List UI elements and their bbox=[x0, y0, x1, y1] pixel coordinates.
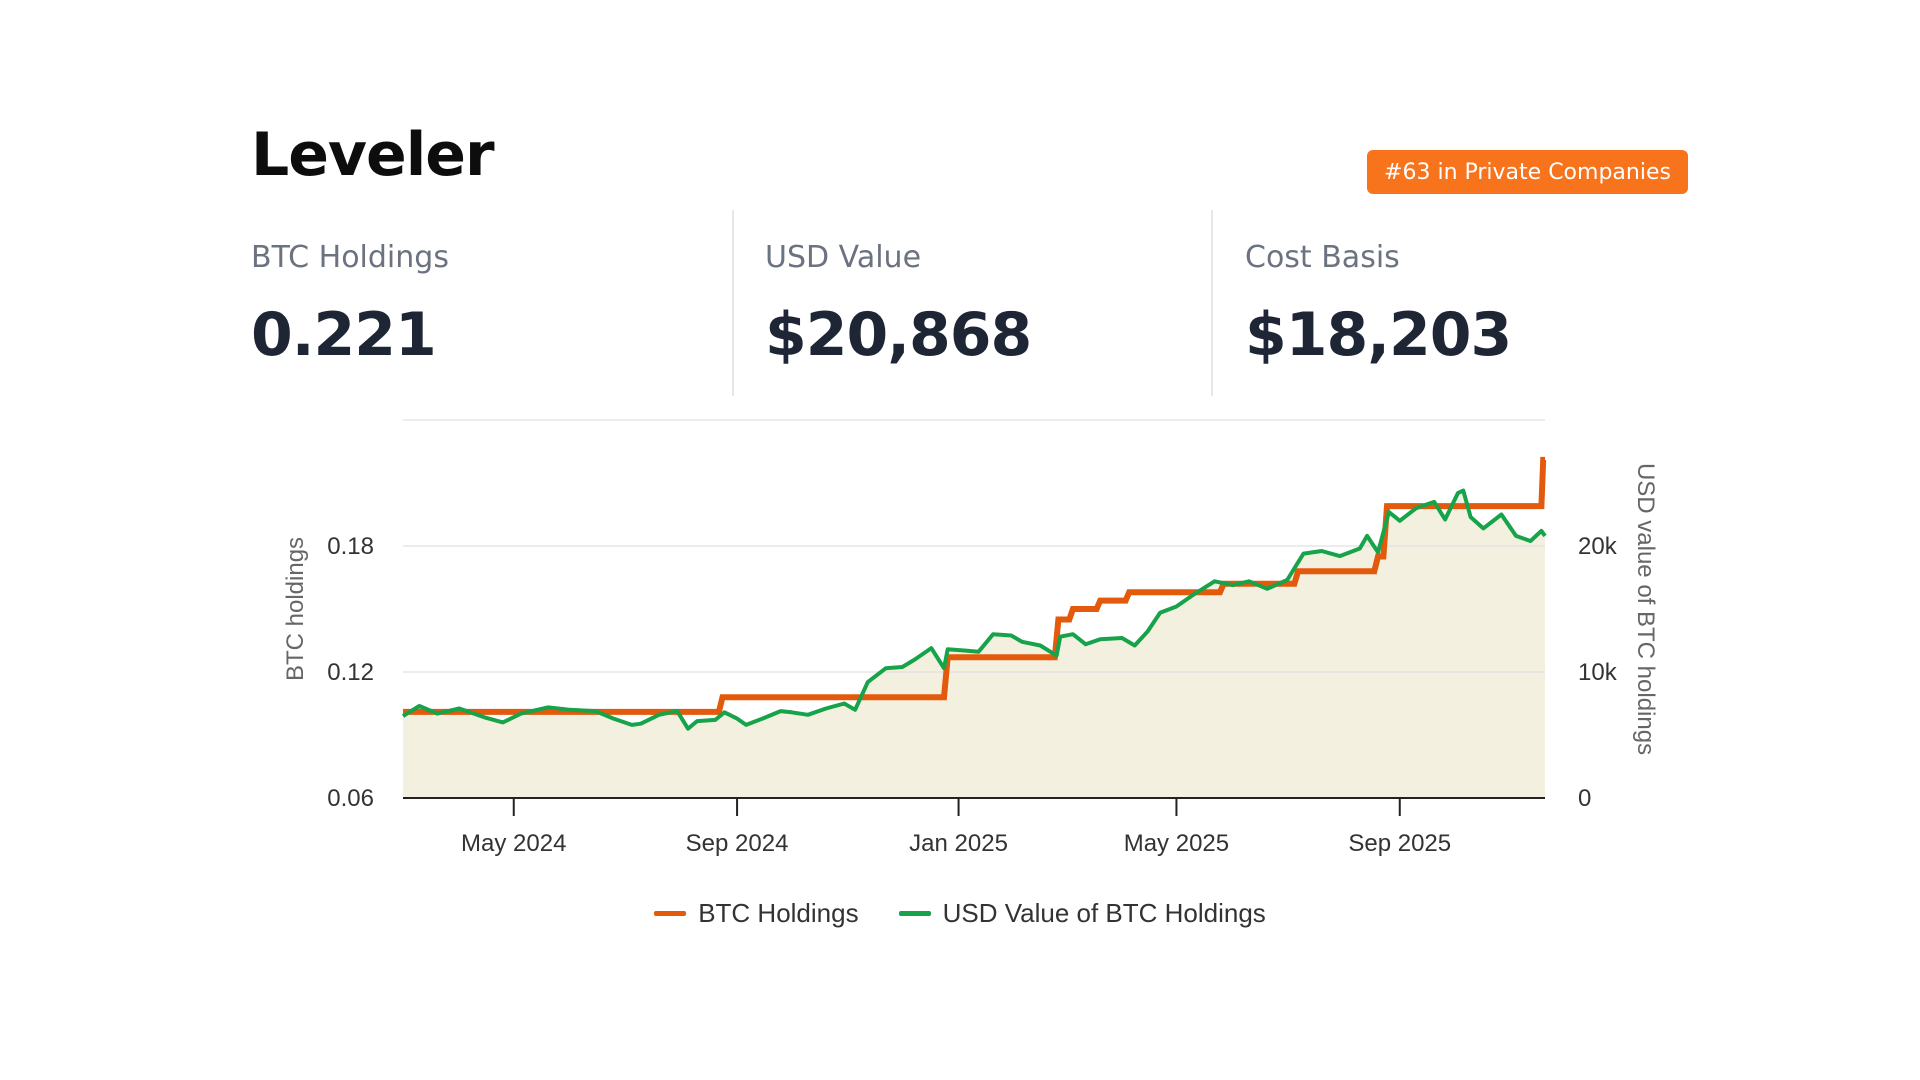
stat-value: 0.221 bbox=[251, 300, 437, 370]
stat-value: $20,868 bbox=[765, 300, 1032, 370]
x-tick-label: May 2025 bbox=[1124, 830, 1229, 857]
y2-tick-label: 20k bbox=[1578, 533, 1618, 560]
stat-label: BTC Holdings bbox=[251, 240, 449, 275]
legend-item-usd-value[interactable]: USD Value of BTC Holdings bbox=[898, 897, 1266, 929]
x-tick-label: Jan 2025 bbox=[909, 830, 1008, 857]
series-line-usd-value bbox=[401, 488, 1547, 731]
y-tick-label: 0.12 bbox=[327, 659, 374, 686]
y-tick-label: 0.18 bbox=[327, 533, 374, 560]
legend-label: BTC Holdings bbox=[698, 897, 859, 928]
chart-legend: BTC Holdings USD Value of BTC Holdings bbox=[0, 895, 1920, 931]
y-axis-title: BTC holdings bbox=[282, 537, 309, 681]
legend-item-btc-holdings[interactable]: BTC Holdings bbox=[654, 897, 859, 929]
y-tick-label: 0.06 bbox=[327, 785, 374, 812]
series-line-btc-holdings bbox=[403, 456, 1547, 715]
stat-label: Cost Basis bbox=[1245, 240, 1400, 275]
stat-divider bbox=[732, 210, 734, 396]
y2-axis-title: USD value of BTC holdings bbox=[1632, 463, 1659, 755]
legend-label: USD Value of BTC Holdings bbox=[942, 897, 1266, 928]
stat-label: USD Value bbox=[765, 240, 922, 275]
stat-value: $18,203 bbox=[1245, 300, 1512, 370]
page-title: Leveler bbox=[251, 120, 495, 190]
x-tick-label: Sep 2025 bbox=[1348, 830, 1451, 857]
x-tick-label: Sep 2024 bbox=[686, 830, 789, 857]
stat-divider bbox=[1211, 210, 1213, 396]
legend-swatch-usd bbox=[898, 910, 931, 916]
y2-tick-label: 10k bbox=[1578, 659, 1618, 686]
usd-area-fill bbox=[403, 490, 1545, 798]
rank-badge: #63 in Private Companies bbox=[1367, 150, 1688, 194]
x-tick-label: May 2024 bbox=[461, 830, 566, 857]
y2-tick-label: 0 bbox=[1578, 785, 1591, 812]
legend-swatch-btc bbox=[654, 910, 687, 916]
